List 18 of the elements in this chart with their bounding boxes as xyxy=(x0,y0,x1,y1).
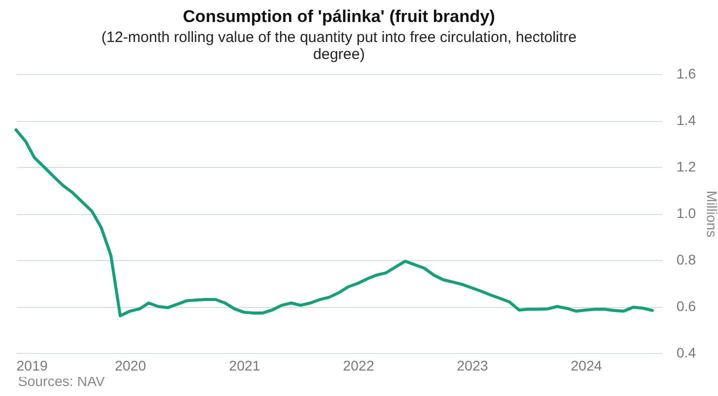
chart-subtitle: (12-month rolling value of the quantity put into free circulation, hectolitre degree) xyxy=(101,29,577,63)
x-tick-label: 2021 xyxy=(229,358,260,374)
y-tick-label: 0.4 xyxy=(676,344,696,360)
x-tick-label: 2020 xyxy=(114,358,146,374)
y-tick-label: 1.4 xyxy=(676,112,696,128)
y-axis-title: Millions xyxy=(704,190,718,238)
x-tick-label: 2024 xyxy=(570,358,602,374)
y-tick-label: 1.0 xyxy=(676,205,696,221)
source-note: Sources: NAV xyxy=(18,373,106,389)
line-series xyxy=(14,128,654,318)
y-tick-label: 1.2 xyxy=(676,158,696,174)
x-tick-label: 2023 xyxy=(456,358,488,374)
chart-title: Consumption of 'pálinka' (fruit brandy) xyxy=(182,7,496,26)
y-tick-label: 0.8 xyxy=(676,252,696,268)
x-tick-label: 2019 xyxy=(16,358,48,374)
y-tick-label: 0.6 xyxy=(676,298,696,314)
x-tick-label: 2022 xyxy=(342,358,374,374)
y-tick-label: 1.6 xyxy=(676,66,696,82)
